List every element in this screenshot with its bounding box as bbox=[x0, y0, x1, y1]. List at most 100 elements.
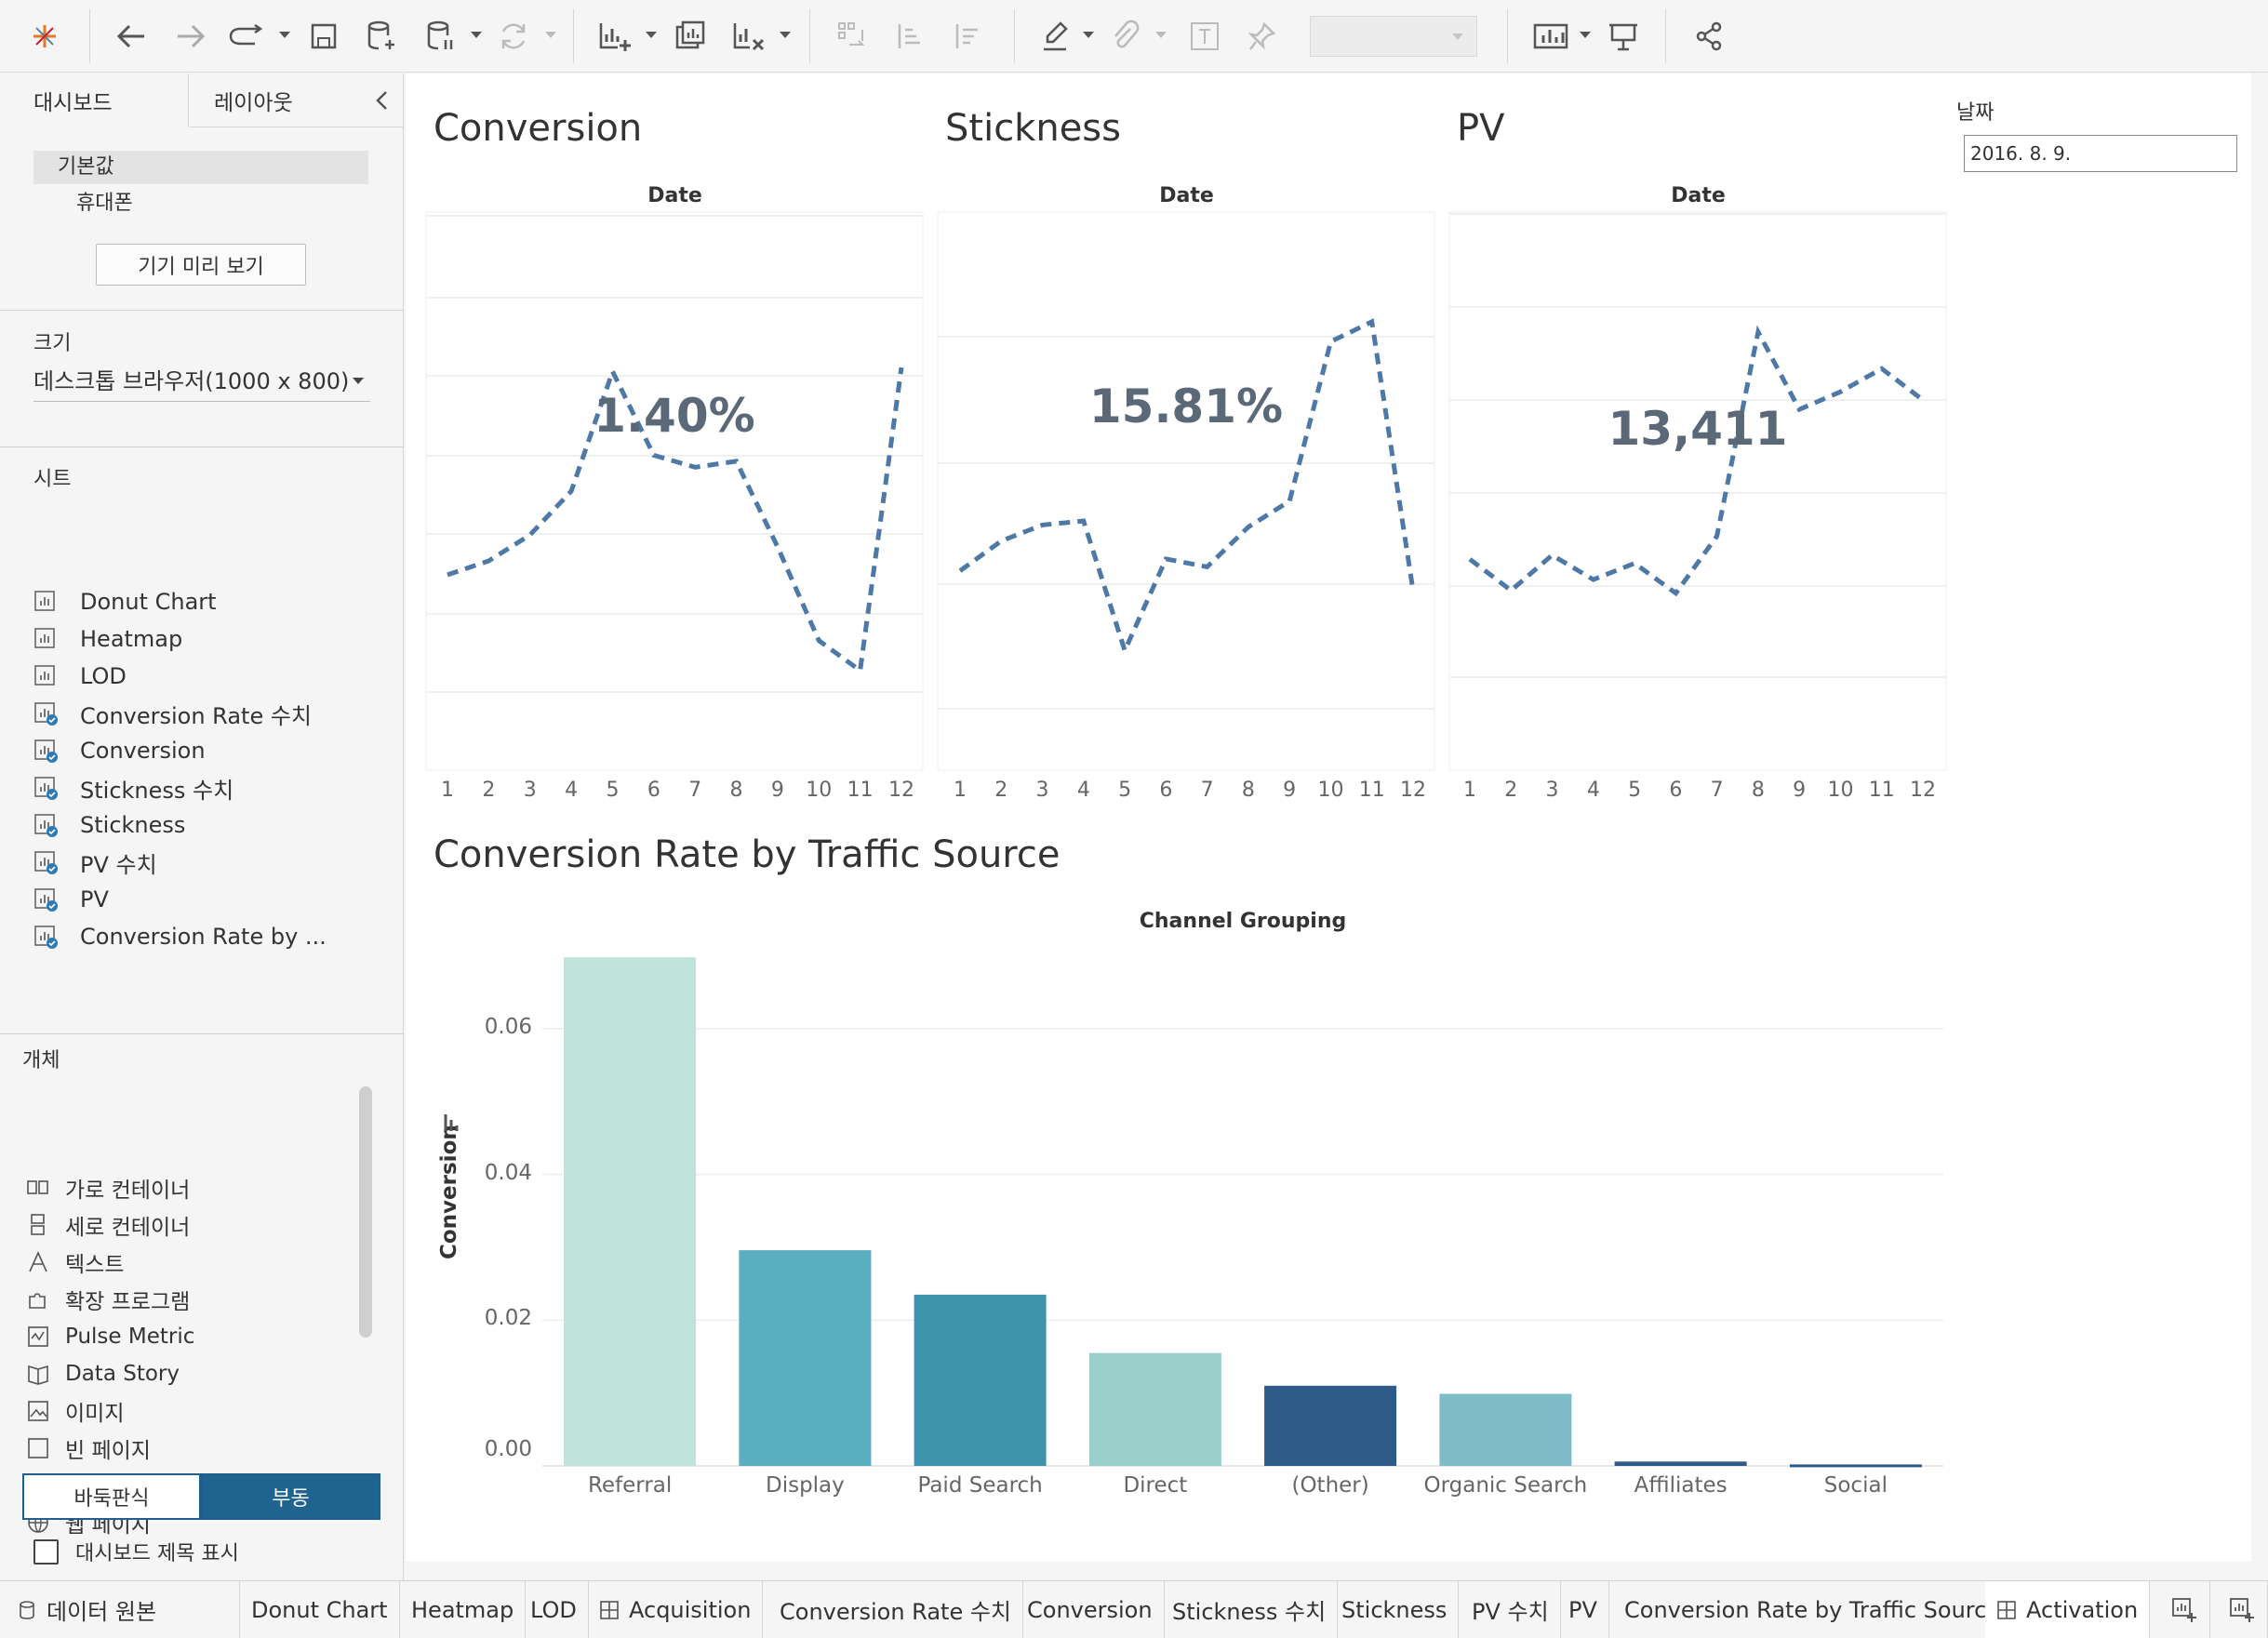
conversion-trend-line[interactable] bbox=[447, 365, 904, 675]
object-item[interactable]: 이미지 bbox=[26, 1394, 124, 1428]
sheet-item[interactable]: LOD bbox=[33, 659, 127, 693]
highlight-icon[interactable] bbox=[1034, 13, 1077, 60]
pv-month-label: 7 bbox=[1710, 779, 1724, 802]
device-phone[interactable]: 휴대폰 bbox=[76, 192, 133, 215]
save-icon[interactable] bbox=[303, 13, 344, 60]
clear-sheet-icon[interactable] bbox=[726, 13, 772, 60]
sheet-tab[interactable]: Conversion Rate by Traffic Source bbox=[1613, 1581, 2013, 1638]
pv-trend-line[interactable] bbox=[1468, 325, 1925, 597]
show-me-icon[interactable] bbox=[1526, 13, 1576, 60]
stickness-trend-line[interactable] bbox=[958, 318, 1416, 658]
date-filter-input[interactable]: 2016. 8. 9. bbox=[1964, 135, 2237, 172]
channel-grouping-header: Channel Grouping bbox=[1139, 910, 1347, 933]
fit-combo[interactable] bbox=[1310, 16, 1477, 57]
bar-display[interactable] bbox=[739, 1250, 872, 1466]
tab-dashboard[interactable]: 대시보드 bbox=[0, 73, 189, 127]
floating-toggle[interactable]: 부동 bbox=[201, 1473, 380, 1520]
show-dashboard-title-checkbox[interactable]: 대시보드 제목 표시 bbox=[33, 1535, 239, 1568]
forward-icon[interactable] bbox=[167, 13, 214, 60]
sheet-tab[interactable]: LOD bbox=[519, 1581, 589, 1638]
new-dashboard-icon[interactable] bbox=[668, 13, 714, 60]
sheet-tab[interactable]: Stickness 수치 bbox=[1161, 1581, 1339, 1638]
swap-icon[interactable] bbox=[830, 13, 874, 60]
sheet-tab[interactable]: Conversion Rate 수치 bbox=[768, 1581, 1024, 1638]
refresh-icon[interactable] bbox=[491, 13, 536, 60]
tab-layout[interactable]: 레이아웃 bbox=[190, 73, 404, 127]
bar-social[interactable] bbox=[1789, 1464, 1922, 1468]
clear-menu-caret[interactable] bbox=[780, 32, 791, 38]
object-item[interactable]: Data Story bbox=[26, 1357, 180, 1391]
sheet-tab[interactable]: Heatmap bbox=[400, 1581, 527, 1638]
highlight-menu-caret[interactable] bbox=[1083, 32, 1094, 38]
sheet-tab-active[interactable]: Activation bbox=[1985, 1581, 2151, 1638]
tableau-logo-icon[interactable] bbox=[19, 13, 71, 60]
new-dashboard-tab-icon[interactable] bbox=[2216, 1581, 2268, 1638]
size-select[interactable]: 데스크톱 브라우저(1000 x 800) bbox=[33, 365, 370, 402]
object-item-label: Data Story bbox=[65, 1362, 180, 1386]
device-default[interactable]: 기본값 bbox=[33, 151, 368, 184]
bar-referral[interactable] bbox=[564, 957, 697, 1466]
pin-icon[interactable] bbox=[1241, 13, 1284, 60]
show-me-menu-caret[interactable] bbox=[1580, 32, 1591, 38]
presentation-icon[interactable] bbox=[1600, 13, 1647, 60]
redo-icon[interactable] bbox=[223, 13, 270, 60]
pv-month-label: 3 bbox=[1545, 779, 1559, 802]
bar-other[interactable] bbox=[1264, 1385, 1397, 1466]
sheet-tab[interactable]: 데이터 원본 bbox=[0, 1581, 240, 1638]
sheet-item[interactable]: Heatmap bbox=[33, 622, 182, 656]
object-item[interactable]: 빈 페이지 bbox=[26, 1432, 151, 1465]
objects-scrollbar[interactable] bbox=[359, 1086, 372, 1338]
sheet-item[interactable]: Conversion bbox=[33, 734, 206, 767]
group-menu-caret[interactable] bbox=[1155, 32, 1167, 38]
sheet-tab[interactable]: Conversion bbox=[1016, 1581, 1165, 1638]
new-worksheet-tab-icon[interactable] bbox=[2158, 1581, 2210, 1638]
device-preview-label: 기기 미리 보기 bbox=[138, 255, 264, 279]
sheet-item[interactable]: PV bbox=[33, 883, 109, 916]
pause-update-icon[interactable] bbox=[420, 13, 461, 60]
object-item[interactable]: 가로 컨테이너 bbox=[26, 1171, 190, 1205]
object-item[interactable]: 텍스트 bbox=[26, 1245, 124, 1279]
refresh-menu-caret[interactable] bbox=[545, 32, 556, 38]
sheet-tab[interactable]: PV bbox=[1557, 1581, 1609, 1638]
bar-direct[interactable] bbox=[1088, 1352, 1221, 1466]
tiled-toggle[interactable]: 바둑판식 bbox=[22, 1473, 201, 1520]
bar-paid-search[interactable] bbox=[914, 1294, 1047, 1466]
sheet-item[interactable]: Conversion Rate by ... bbox=[33, 920, 327, 953]
back-icon[interactable] bbox=[108, 13, 154, 60]
sheet-tab-label: Stickness bbox=[1341, 1596, 1448, 1623]
bar-affiliates[interactable] bbox=[1614, 1461, 1747, 1466]
sheet-tab[interactable]: Stickness bbox=[1330, 1581, 1460, 1638]
sheet-tab[interactable]: PV 수치 bbox=[1461, 1581, 1561, 1638]
sheet-item[interactable]: PV 수치 bbox=[33, 846, 157, 879]
object-item[interactable]: 세로 컨테이너 bbox=[26, 1208, 190, 1242]
sheet-tab[interactable]: Donut Chart bbox=[240, 1581, 400, 1638]
sheet-tab-label: Acquisition bbox=[629, 1596, 752, 1623]
object-item[interactable]: Pulse Metric bbox=[26, 1320, 194, 1353]
object-item-label: 확장 프로그램 bbox=[65, 1290, 191, 1314]
stickness-date-header: Date bbox=[1159, 184, 1214, 207]
redo-menu-caret[interactable] bbox=[279, 32, 290, 38]
sort-asc-icon[interactable] bbox=[887, 13, 932, 60]
checkbox-box[interactable] bbox=[33, 1538, 59, 1565]
share-icon[interactable] bbox=[1686, 13, 1732, 60]
group-icon[interactable] bbox=[1103, 13, 1146, 60]
object-item[interactable]: 확장 프로그램 bbox=[26, 1283, 190, 1316]
new-sheet-menu-caret[interactable] bbox=[646, 32, 657, 38]
device-preview-button[interactable]: 기기 미리 보기 bbox=[96, 244, 306, 286]
stickness-month-label: 2 bbox=[994, 779, 1008, 802]
collapse-panel-icon[interactable] bbox=[372, 88, 393, 116]
sheet-item[interactable]: Stickness 수치 bbox=[33, 771, 233, 805]
bar-organic-search[interactable] bbox=[1439, 1393, 1572, 1467]
sort-desc-icon[interactable] bbox=[945, 13, 990, 60]
show-labels-icon[interactable] bbox=[1183, 13, 1226, 60]
datasource-menu-caret[interactable] bbox=[471, 32, 482, 38]
new-datasource-icon[interactable] bbox=[361, 13, 402, 60]
sort-icon[interactable] bbox=[443, 1112, 461, 1137]
bar-y-tick: 0.00 bbox=[484, 1437, 532, 1461]
sheet-item[interactable]: Donut Chart bbox=[33, 585, 217, 619]
sheet-tab[interactable]: Acquisition bbox=[588, 1581, 764, 1638]
sheet-item[interactable]: Stickness bbox=[33, 808, 185, 842]
sheet-item[interactable]: Conversion Rate 수치 bbox=[33, 697, 312, 730]
conversion-month-label: 3 bbox=[523, 779, 537, 802]
new-worksheet-icon[interactable] bbox=[592, 13, 638, 60]
